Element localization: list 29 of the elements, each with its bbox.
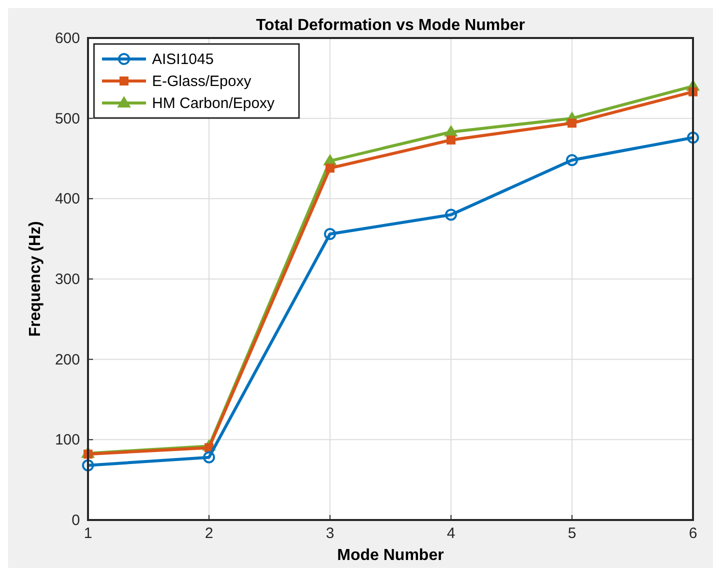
y-tick-label: 100	[54, 432, 80, 449]
point	[687, 132, 699, 144]
y-tick-label: 500	[54, 110, 80, 128]
y-tick-label: 300	[54, 271, 80, 288]
point	[324, 228, 336, 240]
point	[566, 154, 578, 166]
x-tick-label: 6	[688, 525, 698, 542]
x-tick-label: 2	[204, 525, 214, 542]
x-tick-label: 4	[446, 525, 456, 542]
legend-label: AISI1045	[152, 51, 214, 68]
y-tick-label: 400	[54, 190, 80, 208]
x-tick-label: 1	[84, 525, 92, 542]
point	[82, 459, 94, 472]
x-tick-label: 5	[568, 525, 576, 542]
point	[326, 164, 334, 173]
point	[203, 451, 215, 464]
point	[568, 118, 576, 128]
x-axis-title: Mode Number	[337, 547, 444, 564]
legend-label: E-Glass/Epoxy	[152, 73, 252, 90]
x-tick-label: 3	[326, 525, 334, 542]
y-axis-title: Frequency (Hz)	[27, 221, 44, 337]
y-tick-label: 200	[54, 351, 80, 368]
point	[446, 136, 456, 145]
point	[445, 208, 457, 221]
legend-label: HM Carbon/Epoxy	[152, 95, 276, 112]
chart-title: Total Deformation vs Mode Number	[256, 17, 526, 34]
y-tick-label: 0	[72, 512, 80, 529]
point	[444, 125, 458, 136]
y-tick-label: 600	[54, 30, 80, 47]
